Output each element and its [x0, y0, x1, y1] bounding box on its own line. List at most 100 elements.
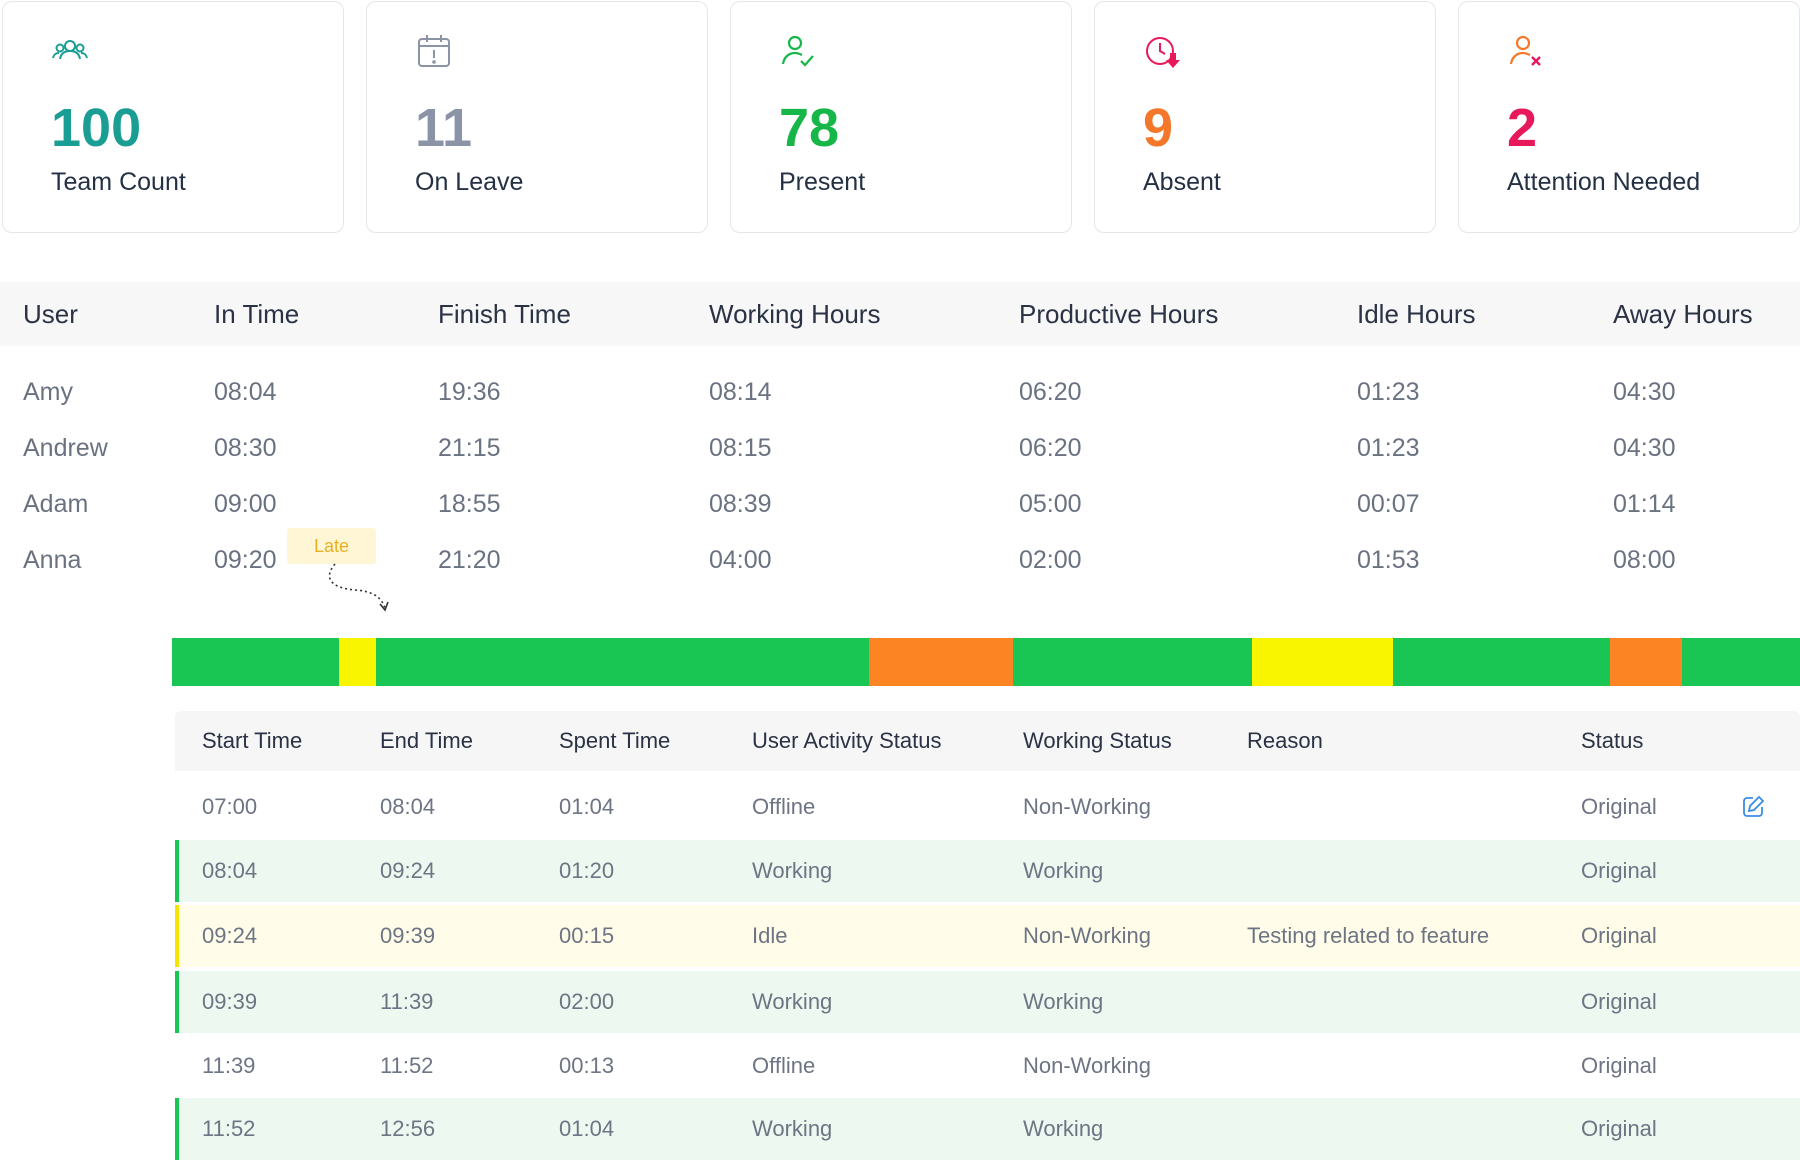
- idle-hours: 01:23: [1357, 378, 1420, 406]
- on-leave-label: On Leave: [415, 168, 524, 196]
- attendance-row[interactable]: Andrew 08:30 21:15 08:15 06:20 01:23 04:…: [0, 420, 1800, 476]
- timeline-segment-working[interactable]: [1013, 638, 1252, 686]
- attention-needed-value: 2: [1507, 98, 1538, 158]
- header-user-activity-status[interactable]: User Activity Status: [752, 728, 942, 753]
- timeline-segment-offline[interactable]: [1610, 638, 1682, 686]
- working-status: Working: [1023, 858, 1104, 883]
- timeline-segment-idle[interactable]: [1252, 638, 1393, 686]
- spent-time: 01:20: [559, 858, 615, 883]
- stats-cards: 100 Team Count 11 On Leave 78 Present: [2, 1, 1800, 234]
- absent-label: Absent: [1143, 168, 1221, 196]
- header-start-time[interactable]: Start Time: [202, 728, 303, 753]
- productive-hours: 06:20: [1019, 378, 1082, 406]
- attendance-row[interactable]: Amy 08:04 19:36 08:14 06:20 01:23 04:30: [0, 364, 1800, 420]
- working-status: Working: [1023, 989, 1104, 1014]
- header-idle-hours[interactable]: Idle Hours: [1357, 299, 1476, 329]
- activity-row[interactable]: 09:39 11:39 02:00 Working Working Origin…: [175, 971, 1800, 1033]
- timeline-segment-working[interactable]: [1393, 638, 1610, 686]
- header-reason[interactable]: Reason: [1247, 728, 1323, 753]
- finish-time: 19:36: [438, 378, 501, 406]
- activity-table-header: Start Time End Time Spent Time User Acti…: [175, 711, 1800, 771]
- header-away-hours[interactable]: Away Hours: [1613, 299, 1753, 329]
- edit-icon[interactable]: [1740, 794, 1766, 820]
- user-name: Amy: [23, 378, 73, 406]
- header-finish-time[interactable]: Finish Time: [438, 299, 571, 329]
- start-time: 11:52: [202, 1116, 256, 1141]
- user-name: Anna: [23, 546, 82, 574]
- header-working-status[interactable]: Working Status: [1023, 728, 1172, 753]
- card-attention-needed[interactable]: 2 Attention Needed: [1458, 1, 1800, 233]
- header-productive-hours[interactable]: Productive Hours: [1019, 299, 1219, 329]
- start-time: 07:00: [202, 794, 258, 819]
- clock-down-icon: [1146, 37, 1180, 68]
- start-time: 09:24: [202, 923, 258, 948]
- end-time: 11:52: [380, 1053, 434, 1078]
- spent-time: 01:04: [559, 794, 615, 819]
- spent-time: 00:15: [559, 923, 615, 948]
- away-hours: 04:30: [1613, 378, 1676, 406]
- start-time: 09:39: [202, 989, 258, 1014]
- user-check-icon: [781, 35, 814, 67]
- timeline-segment-working[interactable]: [1682, 638, 1800, 686]
- header-working-hours[interactable]: Working Hours: [709, 299, 881, 329]
- in-time: 09:20: [214, 546, 277, 574]
- attendance-row[interactable]: Adam 09:00 18:55 08:39 05:00 00:07 01:14: [0, 476, 1800, 532]
- header-in-time[interactable]: In Time: [214, 299, 300, 329]
- activity-row[interactable]: 11:39 11:52 00:13 Offline Non-Working Or…: [175, 1035, 1800, 1097]
- team-count-label: Team Count: [51, 168, 186, 196]
- end-time: 09:39: [380, 923, 436, 948]
- team-icon: [52, 40, 88, 60]
- activity-row[interactable]: 07:00 08:04 01:04 Offline Non-Working Or…: [175, 776, 1800, 838]
- activity-timeline-bar[interactable]: [172, 638, 1800, 686]
- user-name: Adam: [23, 490, 89, 518]
- absent-value: 9: [1143, 98, 1174, 158]
- status: Original: [1581, 989, 1657, 1014]
- activity-row[interactable]: 08:04 09:24 01:20 Working Working Origin…: [175, 840, 1800, 902]
- working-status: Non-Working: [1023, 1053, 1151, 1078]
- late-badge: Late: [287, 528, 376, 564]
- card-absent[interactable]: 9 Absent: [1094, 1, 1436, 233]
- timeline-segment-idle[interactable]: [339, 638, 376, 686]
- spent-time: 00:13: [559, 1053, 615, 1078]
- attendance-row[interactable]: Anna 09:20 21:20 04:00 02:00 01:53 08:00: [0, 532, 1800, 588]
- user-activity-status: Idle: [752, 923, 788, 948]
- header-user[interactable]: User: [23, 299, 78, 329]
- start-time: 08:04: [202, 858, 258, 883]
- working-hours: 08:39: [709, 490, 772, 518]
- end-time: 09:24: [380, 858, 436, 883]
- header-status[interactable]: Status: [1581, 728, 1644, 753]
- working-status: Working: [1023, 1116, 1104, 1141]
- team-count-value: 100: [51, 98, 142, 158]
- user-x-icon: [1509, 35, 1541, 66]
- in-time: 08:04: [214, 378, 277, 406]
- status: Original: [1581, 923, 1657, 948]
- reason: Testing related to feature: [1247, 923, 1490, 948]
- user-activity-status: Working: [752, 858, 833, 883]
- activity-row[interactable]: 11:52 12:56 01:04 Working Working Origin…: [175, 1098, 1800, 1160]
- card-present[interactable]: 78 Present: [730, 1, 1072, 233]
- attendance-table-header: User In Time Finish Time Working Hours P…: [0, 282, 1800, 346]
- header-spent-time[interactable]: Spent Time: [559, 728, 671, 753]
- away-hours: 04:30: [1613, 434, 1676, 462]
- status: Original: [1581, 1116, 1657, 1141]
- user-activity-status: Offline: [752, 1053, 816, 1078]
- productive-hours: 05:00: [1019, 490, 1082, 518]
- activity-row[interactable]: 09:24 09:39 00:15 Idle Non-Working Testi…: [175, 905, 1800, 967]
- end-time: 11:39: [380, 989, 434, 1014]
- header-end-time[interactable]: End Time: [380, 728, 473, 753]
- timeline-segment-working[interactable]: [172, 638, 339, 686]
- status: Original: [1581, 858, 1657, 883]
- user-activity-status: Working: [752, 1116, 833, 1141]
- status: Original: [1581, 794, 1657, 819]
- timeline-segment-working[interactable]: [376, 638, 869, 686]
- finish-time: 21:20: [438, 546, 501, 574]
- productive-hours: 06:20: [1019, 434, 1082, 462]
- working-hours: 04:00: [709, 546, 772, 574]
- present-label: Present: [779, 168, 866, 196]
- timeline-segment-offline[interactable]: [869, 638, 1013, 686]
- on-leave-value: 11: [415, 98, 473, 158]
- in-time: 09:00: [214, 490, 277, 518]
- card-team-count[interactable]: 100 Team Count: [2, 1, 344, 233]
- working-hours: 08:14: [709, 378, 772, 406]
- card-on-leave[interactable]: 11 On Leave: [366, 1, 708, 233]
